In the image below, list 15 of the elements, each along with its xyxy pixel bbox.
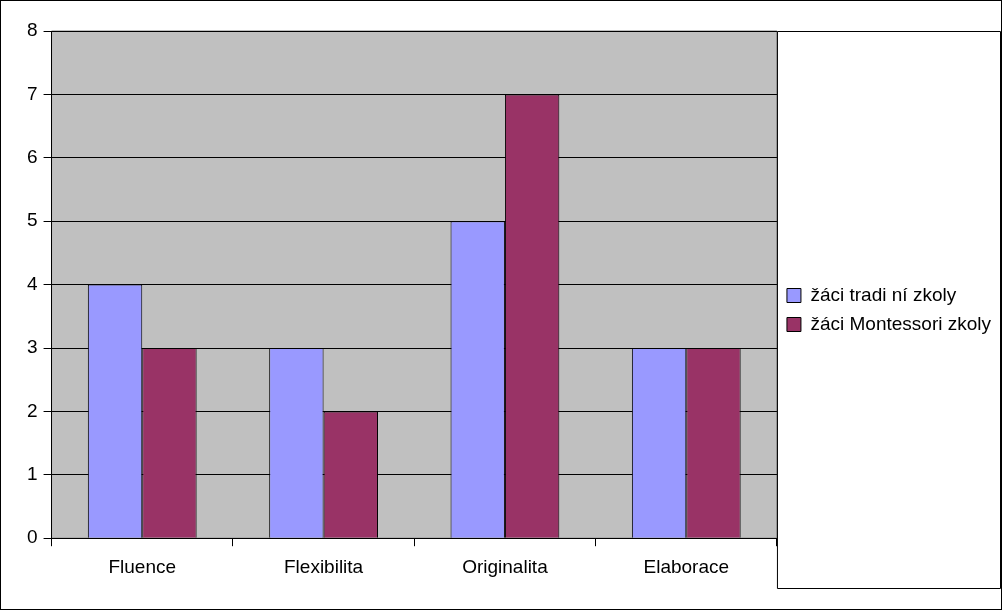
y-tick-label: 2 [26,399,38,421]
x-tick-label: Originalita [462,555,549,577]
y-tick-label: 7 [26,82,38,104]
y-tick-label: 4 [26,272,38,294]
legend-label: žáci tradi ní zkoly [810,283,957,305]
y-tick-label: 1 [26,463,38,485]
y-tick-label: 8 [26,19,38,41]
legend-label: žáci Montessori zkoly [810,312,992,334]
x-tick-label: Fluence [108,555,177,577]
y-tick-label: 6 [26,146,38,168]
x-tick-label: Elaborace [643,555,730,577]
y-tick-label: 3 [26,336,38,358]
y-tick-label: 0 [26,526,38,548]
x-tick-label: Flexibilita [283,555,364,577]
y-tick-label: 5 [26,209,38,231]
